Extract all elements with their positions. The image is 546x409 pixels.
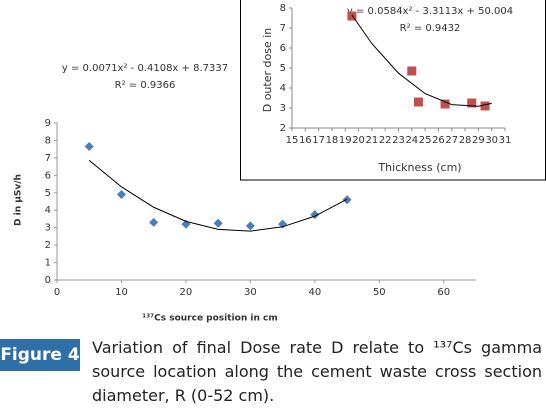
x-tick-label: 22 xyxy=(379,135,392,146)
y-tick-label: 1 xyxy=(45,258,51,269)
x-tick-label: 25 xyxy=(419,135,432,146)
x-tick-label: 30 xyxy=(244,287,257,298)
trend-equation: y = 0.0584x² - 3.3113x + 50.004 xyxy=(347,6,513,17)
x-tick-label: 10 xyxy=(115,287,128,298)
y-tick-label: 6 xyxy=(45,170,51,181)
point xyxy=(413,97,423,107)
x-tick-label: 19 xyxy=(339,135,352,146)
y-tick-label: 6 xyxy=(280,43,286,54)
point xyxy=(440,99,450,109)
trend-equation: R² = 0.9432 xyxy=(400,23,461,34)
y-tick-label: 9 xyxy=(45,118,51,129)
y-axis-label: D in µSv/h xyxy=(14,174,24,226)
y-tick-label: 7 xyxy=(280,23,286,34)
x-tick-label: 30 xyxy=(485,135,498,146)
trend-line xyxy=(351,14,492,107)
figure-caption: Variation of final Dose rate D relate to… xyxy=(92,338,542,405)
y-tick-label: 2 xyxy=(280,123,286,134)
point xyxy=(407,66,417,76)
x-axis-label: Thickness (cm) xyxy=(377,161,461,174)
point xyxy=(213,218,223,228)
y-tick-label: 7 xyxy=(45,153,51,164)
y-tick-label: 8 xyxy=(280,3,286,14)
inset-frame xyxy=(240,0,546,181)
x-tick-label: 24 xyxy=(405,135,418,146)
x-tick-label: 27 xyxy=(445,135,458,146)
point xyxy=(84,142,94,152)
y-tick-label: 4 xyxy=(280,83,286,94)
figure-label: Figure 4 xyxy=(0,339,80,371)
trend-equation: R² = 0.9366 xyxy=(115,80,176,91)
x-tick-label: 40 xyxy=(308,287,321,298)
point xyxy=(149,217,159,227)
x-tick-label: 21 xyxy=(366,135,379,146)
x-tick-label: 29 xyxy=(472,135,485,146)
x-tick-label: 15 xyxy=(286,135,299,146)
y-axis-label: D outer dose in xyxy=(261,28,274,113)
point xyxy=(467,98,477,108)
point xyxy=(347,11,357,21)
y-tick-label: 8 xyxy=(45,135,51,146)
point xyxy=(480,101,490,111)
x-tick-label: 26 xyxy=(432,135,445,146)
trend-equation: y = 0.0071x² - 0.4108x + 8.7337 xyxy=(62,63,228,74)
y-tick-label: 0 xyxy=(45,275,51,286)
x-tick-label: 16 xyxy=(299,135,312,146)
x-tick-label: 0 xyxy=(54,287,60,298)
y-tick-label: 3 xyxy=(45,223,51,234)
x-tick-label: 20 xyxy=(180,287,193,298)
x-tick-label: 20 xyxy=(352,135,365,146)
y-tick-label: 3 xyxy=(280,103,286,114)
x-tick-label: 28 xyxy=(459,135,472,146)
x-axis-label: ¹³⁷Cs source position in cm xyxy=(142,314,277,324)
x-tick-label: 18 xyxy=(326,135,339,146)
point xyxy=(116,190,126,200)
x-tick-label: 60 xyxy=(437,287,450,298)
x-tick-label: 31 xyxy=(499,135,512,146)
y-tick-label: 5 xyxy=(45,188,51,199)
x-tick-label: 23 xyxy=(392,135,405,146)
x-tick-label: 50 xyxy=(373,287,386,298)
point xyxy=(245,221,255,231)
y-tick-label: 5 xyxy=(280,63,286,74)
y-tick-label: 2 xyxy=(45,240,51,251)
x-tick-label: 17 xyxy=(312,135,325,146)
y-tick-label: 4 xyxy=(45,205,51,216)
trend-line xyxy=(88,159,348,232)
